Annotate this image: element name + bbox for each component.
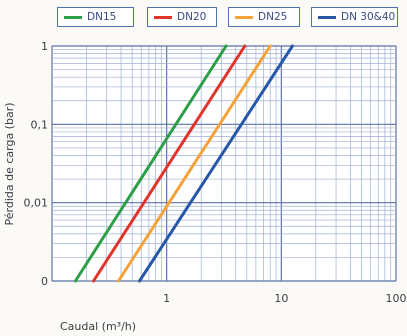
x-tick-label: 100	[386, 292, 407, 305]
legend: DN15 DN20 DN25 DN 30&40	[0, 0, 407, 32]
series-line-dn15	[73, 44, 228, 283]
series-lines	[73, 44, 294, 283]
x-tick-label: 1	[163, 292, 170, 305]
y-tick-label: 0,1	[31, 118, 49, 131]
series-line-dn20	[92, 44, 247, 283]
series-line-dn25	[117, 44, 272, 283]
legend-label: DN15	[87, 11, 117, 23]
legend-label: DN 30&40	[341, 11, 396, 23]
legend-label: DN20	[177, 11, 207, 23]
x-axis-title: Caudal (m³/h)	[60, 320, 136, 333]
y-tick-labels: 0 0,01 0,1 1	[24, 40, 49, 288]
legend-item-dn20: DN20	[147, 7, 217, 27]
legend-swatch	[64, 15, 82, 19]
x-tick-label: 10	[274, 292, 288, 305]
series-line-dn-30-40	[138, 44, 294, 283]
x-tick-labels: 1 10 100	[163, 292, 406, 305]
legend-label: DN25	[258, 11, 288, 23]
legend-item-dn15: DN15	[57, 7, 134, 27]
y-tick-label: 0	[41, 275, 48, 288]
legend-swatch	[154, 15, 172, 19]
legend-swatch	[318, 15, 336, 19]
plot-background	[52, 46, 396, 281]
legend-item-dn25: DN25	[228, 7, 300, 27]
legend-item-dn-30-40: DN 30&40	[311, 7, 398, 27]
legend-swatch	[235, 15, 253, 19]
y-axis-title: Pérdida de carga (bar)	[3, 102, 16, 225]
y-tick-label: 1	[41, 40, 48, 53]
y-tick-label: 0,01	[24, 197, 49, 210]
